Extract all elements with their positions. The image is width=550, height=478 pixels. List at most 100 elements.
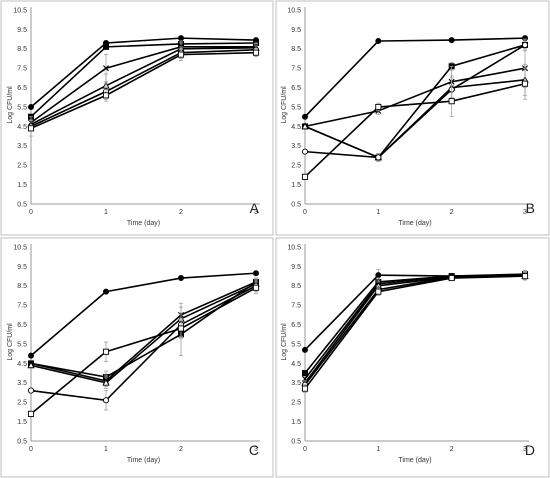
series-line bbox=[304, 273, 526, 374]
data-point bbox=[301, 113, 308, 120]
y-tick-label: 10.5 bbox=[13, 244, 27, 251]
data-series bbox=[302, 270, 528, 382]
x-tick-label: 2 bbox=[179, 209, 183, 216]
y-tick-label: 9.5 bbox=[291, 264, 301, 271]
y-tick-label: 8.5 bbox=[17, 283, 27, 290]
panel-letter: B bbox=[526, 200, 535, 216]
y-tick-label: 4.5 bbox=[291, 124, 301, 131]
series-line bbox=[30, 283, 257, 384]
data-point bbox=[27, 352, 34, 359]
data-series bbox=[301, 38, 529, 162]
data-point bbox=[102, 378, 110, 386]
x-tick-label: 3 bbox=[254, 209, 258, 216]
y-axis-title: Log CFU/ml bbox=[281, 86, 288, 124]
data-series bbox=[301, 269, 529, 377]
data-point bbox=[102, 348, 110, 355]
y-tick-label: 6.5 bbox=[291, 322, 301, 329]
data-series bbox=[27, 45, 260, 137]
data-point bbox=[448, 37, 455, 44]
y-tick-label: 1.5 bbox=[17, 182, 27, 189]
panel-frame bbox=[275, 237, 550, 478]
series-line bbox=[304, 67, 526, 128]
y-tick-label: 2.5 bbox=[17, 400, 27, 407]
data-point bbox=[301, 173, 309, 180]
x-tick-label: 2 bbox=[179, 446, 183, 453]
panel-frame bbox=[0, 237, 274, 478]
y-tick-label: 0.5 bbox=[291, 438, 301, 445]
x-axis-title: Time (day) bbox=[398, 220, 431, 227]
data-point bbox=[252, 270, 259, 277]
x-tick-label: 0 bbox=[303, 446, 307, 453]
series-line bbox=[30, 47, 257, 126]
y-tick-label: 6.5 bbox=[17, 322, 27, 329]
y-tick-label: 1.5 bbox=[291, 182, 301, 189]
data-point bbox=[27, 410, 35, 417]
data-series bbox=[301, 35, 529, 120]
y-tick-label: 10.5 bbox=[287, 244, 301, 251]
series-line bbox=[304, 275, 526, 384]
y-tick-label: 4.5 bbox=[291, 361, 301, 368]
data-point bbox=[102, 92, 110, 99]
y-tick-label: 1.5 bbox=[17, 419, 27, 426]
y-axis-title: Log CFU/ml bbox=[7, 86, 14, 124]
x-axis-title: Time (day) bbox=[127, 220, 160, 227]
y-tick-label: 2.5 bbox=[17, 163, 27, 170]
y-tick-label: 7.5 bbox=[291, 303, 301, 310]
series-line bbox=[30, 37, 257, 108]
data-series bbox=[27, 270, 259, 359]
x-tick-label: 1 bbox=[104, 446, 108, 453]
data-point bbox=[301, 370, 308, 377]
x-tick-label: 0 bbox=[29, 209, 33, 216]
data-point bbox=[103, 65, 109, 72]
panel-frame bbox=[275, 0, 550, 236]
data-point bbox=[375, 154, 382, 161]
y-tick-label: 10.5 bbox=[287, 7, 301, 14]
data-point bbox=[521, 80, 529, 87]
panel-letter: D bbox=[525, 442, 535, 458]
data-series bbox=[27, 48, 260, 132]
chart-panel: 0.5 1.5 2.5 3.5 4.5 5.5 6.5 7.5 8.5 9.5 10.5 0 1 2 3 Ti… bbox=[275, 0, 550, 236]
y-tick-label: 6.5 bbox=[291, 85, 301, 92]
data-point bbox=[103, 43, 110, 50]
data-point bbox=[102, 397, 110, 404]
y-tick-label: 5.5 bbox=[17, 341, 27, 348]
series-line bbox=[30, 285, 257, 402]
panel-frame bbox=[0, 0, 274, 236]
x-tick-label: 0 bbox=[303, 209, 307, 216]
y-tick-label: 0.5 bbox=[17, 438, 27, 445]
data-point bbox=[27, 104, 34, 111]
data-point bbox=[103, 288, 110, 295]
data-point bbox=[177, 35, 184, 42]
data-series bbox=[27, 281, 260, 417]
data-series bbox=[301, 67, 529, 180]
data-series bbox=[302, 48, 528, 130]
series-line bbox=[30, 42, 257, 118]
series-line bbox=[30, 287, 257, 415]
data-point bbox=[177, 325, 185, 332]
data-series bbox=[301, 271, 529, 390]
data-point bbox=[27, 387, 35, 394]
data-point bbox=[521, 273, 529, 280]
x-tick-label: 2 bbox=[450, 209, 454, 216]
y-tick-label: 7.5 bbox=[17, 66, 27, 73]
y-tick-label: 8.5 bbox=[17, 46, 27, 53]
data-point bbox=[375, 272, 382, 279]
y-tick-label: 4.5 bbox=[17, 361, 27, 368]
series-line bbox=[304, 82, 526, 178]
panel-letter: A bbox=[250, 200, 260, 216]
y-tick-label: 4.5 bbox=[17, 124, 27, 131]
data-series bbox=[301, 271, 529, 393]
data-point bbox=[375, 38, 382, 45]
data-point bbox=[448, 98, 455, 105]
y-tick-label: 3.5 bbox=[17, 143, 27, 150]
y-tick-label: 10.5 bbox=[13, 7, 27, 14]
series-line bbox=[304, 37, 526, 118]
y-tick-label: 3.5 bbox=[291, 143, 301, 150]
y-tick-label: 7.5 bbox=[17, 303, 27, 310]
y-tick-label: 1.5 bbox=[291, 419, 301, 426]
data-point bbox=[521, 41, 529, 48]
data-point bbox=[252, 284, 260, 291]
y-tick-label: 7.5 bbox=[291, 66, 301, 73]
data-point bbox=[375, 103, 382, 111]
